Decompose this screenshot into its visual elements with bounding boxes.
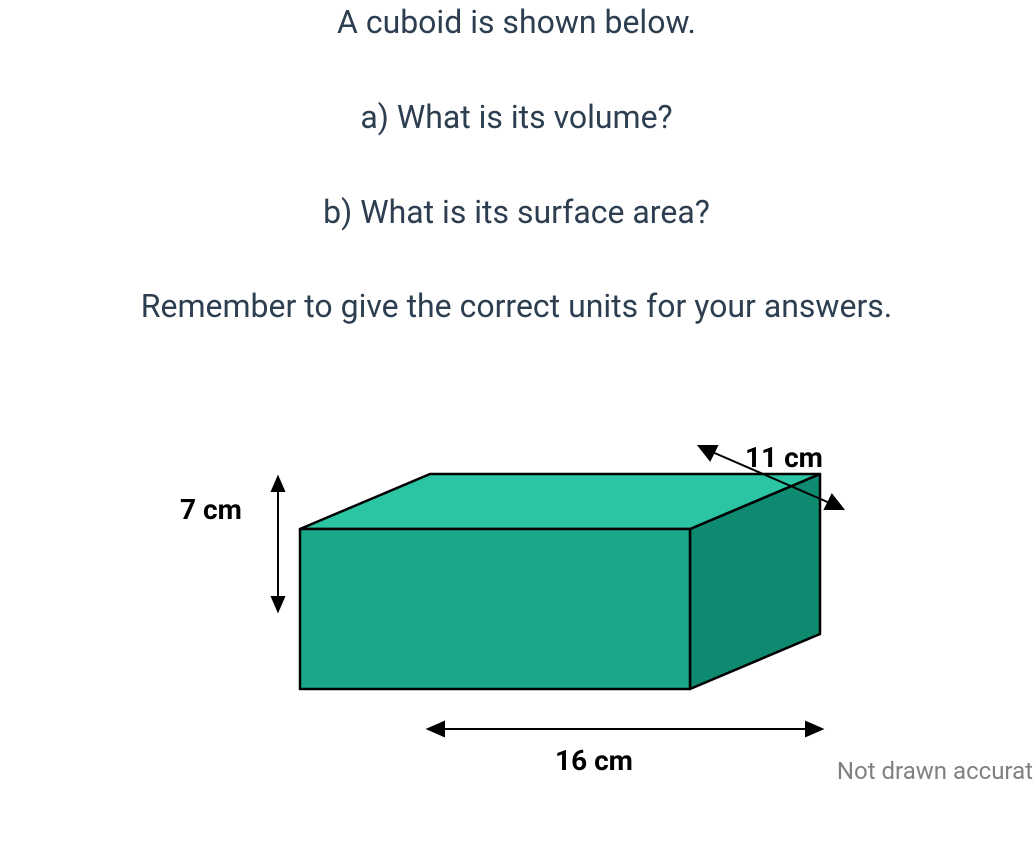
cuboid-svg — [240, 429, 860, 789]
label-height: 7 cm — [180, 493, 242, 526]
question-part-a: a) What is its volume? — [0, 95, 1033, 140]
cuboid-diagram: 7 cm 11 cm 16 cm Not drawn accurat — [0, 369, 1033, 789]
dimension-width — [428, 722, 822, 736]
question-intro: A cuboid is shown below. — [0, 0, 1033, 45]
accuracy-note: Not drawn accurat — [829, 753, 1033, 789]
label-width: 16 cm — [555, 744, 633, 777]
question-part-b: b) What is its surface area? — [0, 190, 1033, 235]
question-reminder: Remember to give the correct units for y… — [0, 284, 1033, 329]
label-depth: 11 cm — [745, 441, 823, 474]
dimension-height — [272, 477, 284, 611]
cuboid-front-face — [300, 529, 690, 689]
